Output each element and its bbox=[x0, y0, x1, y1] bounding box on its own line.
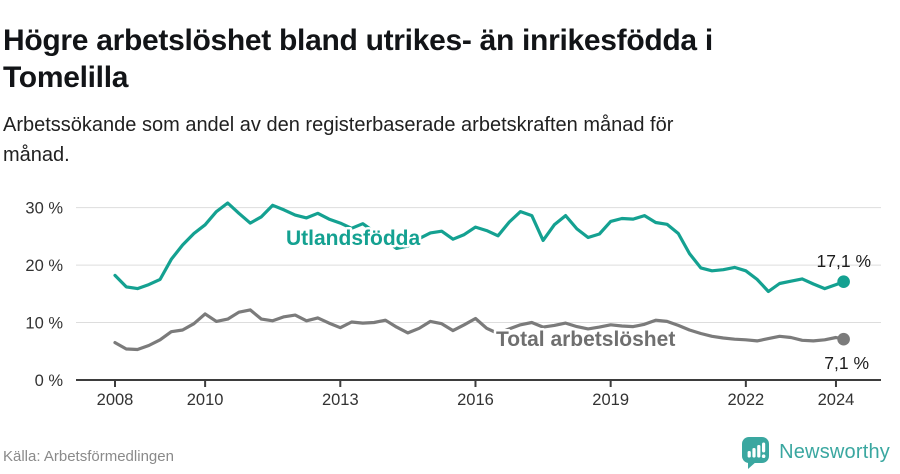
utlandsfodda-end-value-label: 17,1 % bbox=[817, 251, 871, 271]
total-line bbox=[113, 308, 846, 352]
newsworthy-wordmark: Newsworthy bbox=[779, 441, 890, 463]
y-tick-label-0: 0 % bbox=[35, 372, 64, 390]
x-tick-label-2024: 2024 bbox=[818, 391, 855, 409]
line-chart: 0 % 10 % 20 % 30 % 2008 2010 2013 2016 2019 2022 2… bbox=[0, 183, 900, 435]
total-series-label: Total arbetslöshet bbox=[496, 328, 675, 351]
unemployment-line-chart-svg: 0 % 10 % 20 % 30 % 2008 2010 2013 2016 2019 2022 2… bbox=[25, 200, 881, 409]
utlandsfodda-series-label: Utlandsfödda bbox=[286, 227, 420, 250]
x-tick-label-2010: 2010 bbox=[187, 391, 224, 409]
utlandsfodda-end-dot bbox=[837, 275, 850, 289]
page-title: Högre arbetslöshet bland utrikes- än inr… bbox=[3, 24, 713, 95]
source-note: Källa: Arbetsförmedlingen bbox=[3, 448, 174, 465]
x-tick-label-2019: 2019 bbox=[592, 391, 629, 409]
x-tick-label-2013: 2013 bbox=[322, 391, 359, 409]
newsworthy-chart-bubble-icon bbox=[742, 437, 770, 469]
total-end-dot bbox=[837, 332, 850, 346]
newsworthy-logo: Newsworthy bbox=[741, 436, 890, 469]
y-tick-label-20: 20 % bbox=[25, 257, 63, 275]
y-tick-label-10: 10 % bbox=[25, 315, 63, 333]
utlandsfodda-line bbox=[113, 201, 846, 294]
x-tick-label-2008: 2008 bbox=[97, 391, 134, 409]
x-tick-label-2016: 2016 bbox=[457, 391, 494, 409]
chart-subtitle: Arbetssökande som andel av den registerb… bbox=[3, 114, 674, 166]
total-end-value-label: 7,1 % bbox=[824, 353, 869, 373]
x-tick-label-2022: 2022 bbox=[727, 391, 764, 409]
y-tick-label-30: 30 % bbox=[25, 200, 63, 218]
